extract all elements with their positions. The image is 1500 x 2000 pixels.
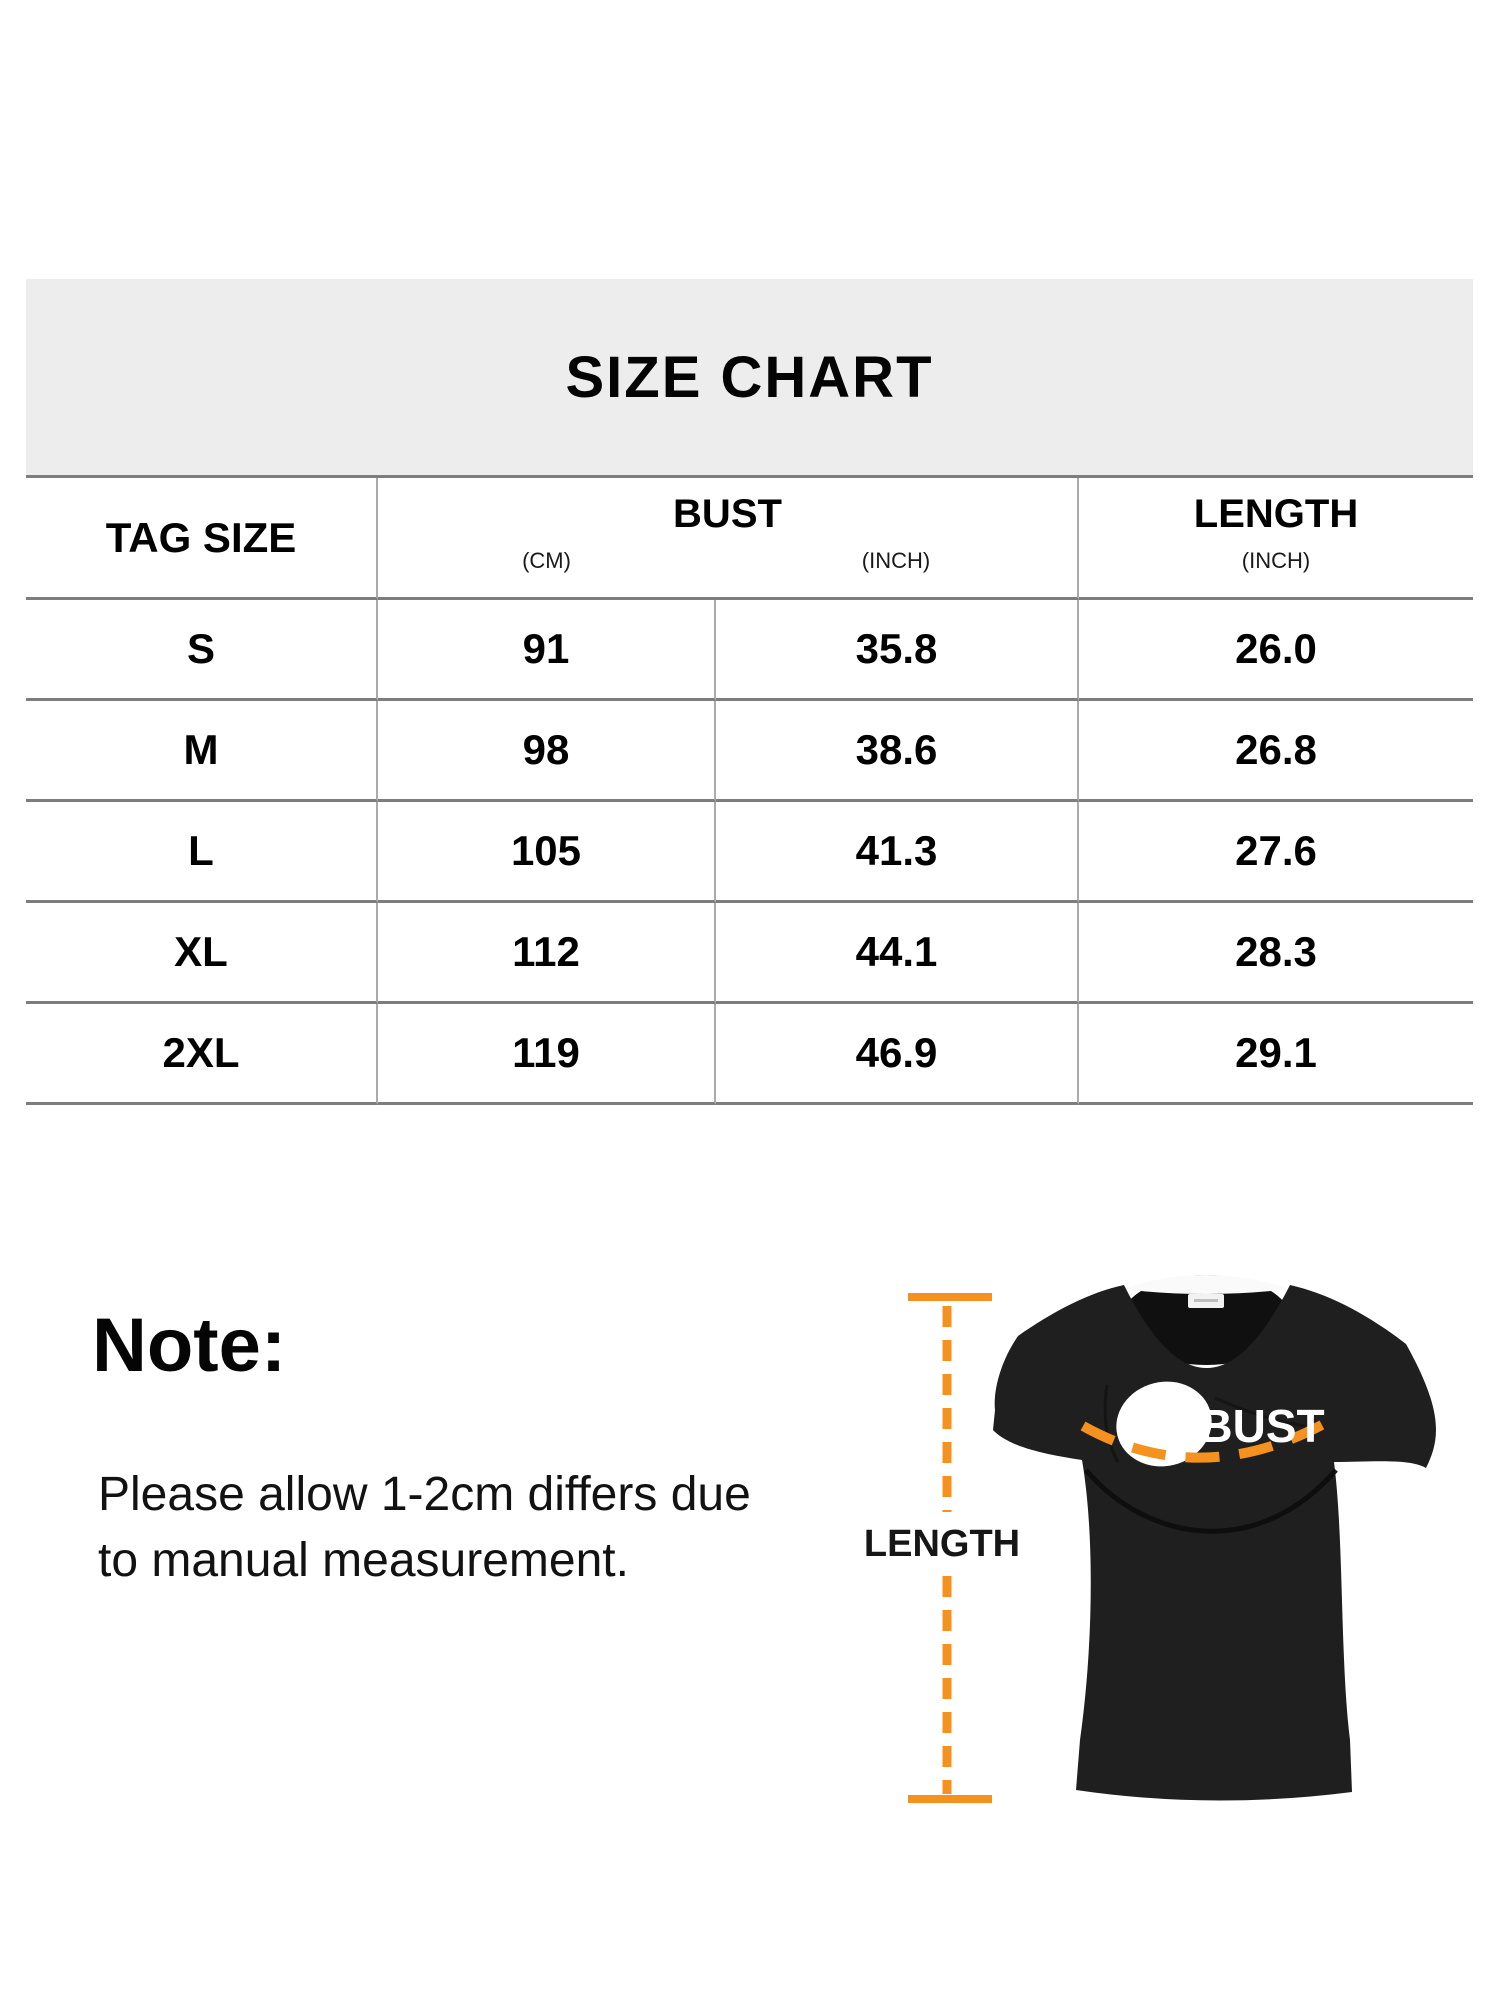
cell-bust-cm: 98 <box>378 701 716 802</box>
cell-bust-inch: 44.1 <box>716 903 1079 1004</box>
bust-unit-cm: (CM) <box>522 548 571 573</box>
cell-bust-cm: 112 <box>378 903 716 1004</box>
cell-tag-size: L <box>26 802 378 903</box>
collar-tag-text <box>1194 1299 1218 1302</box>
cell-length-inch: 26.8 <box>1079 701 1473 802</box>
bust-units-row: (CM) (INCH) <box>378 548 1077 574</box>
length-label: LENGTH <box>864 1523 1020 1565</box>
bust-header-label: BUST <box>673 492 782 536</box>
cell-tag-size: S <box>26 600 378 701</box>
fabric-crease <box>1103 1384 1120 1463</box>
note-line-1: Please allow 1-2cm differs due <box>98 1468 751 1521</box>
bust-unit-inch: (INCH) <box>861 548 931 573</box>
size-chart-title-band: SIZE CHART <box>26 279 1473 475</box>
cell-bust-cm: 119 <box>378 1004 716 1105</box>
cell-bust-inch: 46.9 <box>716 1004 1079 1105</box>
bust-measure-line <box>1080 1411 1341 1463</box>
column-header-length: LENGTH (INCH) <box>1079 478 1473 600</box>
note-heading: Note: <box>92 1303 287 1388</box>
cell-bust-cm: 91 <box>378 600 716 701</box>
cell-bust-inch: 38.6 <box>716 701 1079 802</box>
cell-length-inch: 27.6 <box>1079 802 1473 903</box>
column-header-bust: BUST (CM) (INCH) <box>378 478 1079 600</box>
cell-length-inch: 29.1 <box>1079 1004 1473 1105</box>
size-chart-title: SIZE CHART <box>565 344 934 410</box>
note-line-2: to manual measurement. <box>98 1534 629 1587</box>
cell-bust-inch: 35.8 <box>716 600 1079 701</box>
fabric-crease <box>1214 1396 1306 1428</box>
tshirt-body <box>993 1285 1436 1801</box>
tshirt-measurement-diagram: BUST LENGTH <box>864 1275 1436 1803</box>
column-header-tag-size: TAG SIZE <box>26 478 378 600</box>
collar-band <box>1122 1275 1290 1294</box>
cell-length-inch: 28.3 <box>1079 903 1473 1004</box>
length-header-label: LENGTH <box>1193 492 1359 536</box>
cell-length-inch: 26.0 <box>1079 600 1473 701</box>
fabric-fold <box>1084 1468 1338 1534</box>
cell-tag-size: M <box>26 701 378 802</box>
collar-interior <box>1121 1275 1291 1365</box>
size-table: TAG SIZE BUST (CM) (INCH) LENGTH (INCH) … <box>26 475 1473 1105</box>
note-text: Please allow 1-2cm differs due to manual… <box>98 1462 751 1594</box>
cell-bust-inch: 41.3 <box>716 802 1079 903</box>
bust-label: BUST <box>1199 1400 1324 1452</box>
cell-tag-size: 2XL <box>26 1004 378 1105</box>
cell-bust-cm: 105 <box>378 802 716 903</box>
length-unit-inch: (INCH) <box>1241 548 1311 573</box>
cell-tag-size: XL <box>26 903 378 1004</box>
